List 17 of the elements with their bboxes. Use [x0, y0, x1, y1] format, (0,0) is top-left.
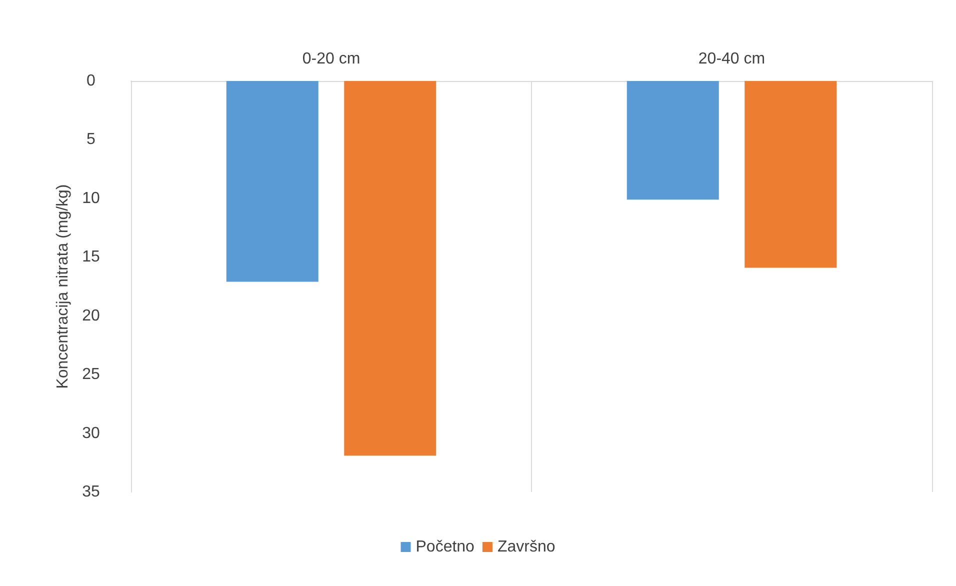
y-tick-label: 20	[82, 307, 100, 324]
y-tick-label: 5	[86, 131, 96, 148]
bar	[626, 81, 719, 200]
legend-label: Početno	[416, 538, 475, 556]
bar	[344, 81, 436, 456]
bar	[744, 81, 837, 268]
legend-label: Završno	[497, 538, 556, 556]
y-tick-label: 35	[82, 484, 100, 500]
y-axis-title: Koncentracija nitrata (mg/kg)	[54, 184, 72, 389]
x-tick-label: 0-20 cm	[302, 50, 360, 68]
bar	[226, 81, 318, 282]
y-tick-label: 25	[82, 366, 100, 384]
x-tick-label: 20-40 cm	[698, 50, 766, 68]
y-tick-label: 10	[82, 190, 100, 207]
y-tick-label: 0	[86, 72, 96, 90]
y-tick-label: 15	[82, 248, 100, 266]
y-tick-label: 30	[82, 424, 100, 442]
